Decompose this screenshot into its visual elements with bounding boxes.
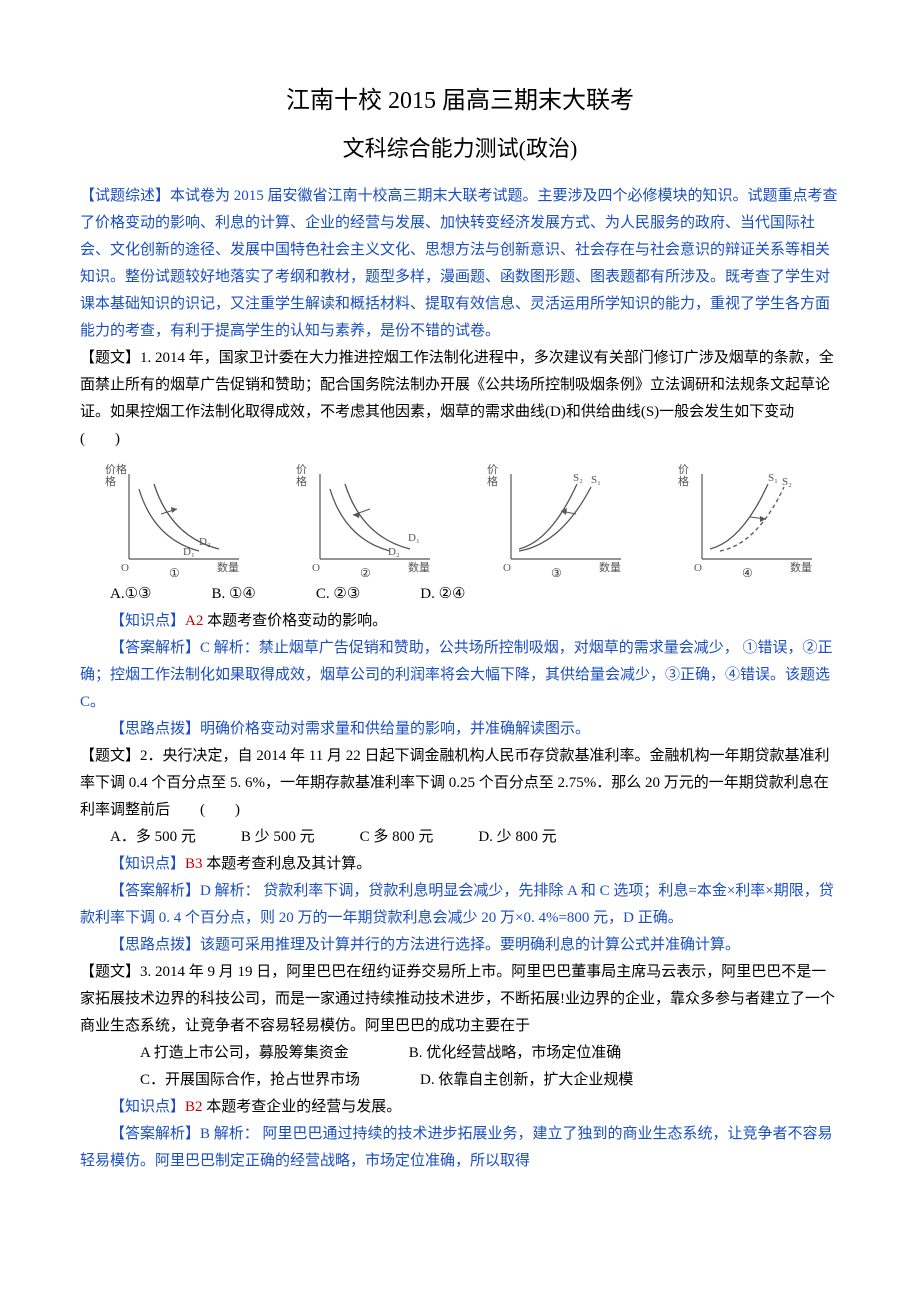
question-label: 【题文】2． xyxy=(80,748,163,764)
knowledge-label: 【知识点】 xyxy=(110,1099,185,1115)
knowledge-label: 【知识点】 xyxy=(110,613,185,629)
exam-summary: 【试题综述】本试卷为 2015 届安徽省江南十校高三期末大联考试题。主要涉及四个… xyxy=(80,183,840,345)
diagram-4: 价 格 O 数量 S₁ S₂ ④ xyxy=(672,459,822,579)
axis-y-label: 价 xyxy=(296,463,307,476)
diagram-number-2: ② xyxy=(360,566,371,579)
curve-label-d1: D₁ xyxy=(183,546,195,558)
origin-label: O xyxy=(503,562,511,574)
q1-stem: 【题文】1. 2014 年，国家卫计委在大力推进控烟工作法制化进程中，多次建议有… xyxy=(80,345,840,453)
origin-label: O xyxy=(121,562,129,574)
hint-label: 【思路点拨】 xyxy=(110,937,200,953)
knowledge-text: 本题考查利息及其计算。 xyxy=(203,856,372,872)
axis-x-label: 数量 xyxy=(217,561,239,574)
q1-knowledge: 【知识点】A2 本题考查价格变动的影响。 xyxy=(80,608,840,635)
knowledge-code: A2 xyxy=(185,613,203,629)
title-sub: 文科综合能力测试(政治) xyxy=(80,129,840,169)
q2-options: A．多 500 元 B 少 500 元 C 多 800 元 D. 少 800 元 xyxy=(80,824,840,851)
analysis-label: 【答案解析】 xyxy=(110,1126,200,1142)
diagram-1: 价格 格 O 数量 D₂ D₁ ① xyxy=(99,459,249,579)
diagram-number-1: ① xyxy=(169,566,180,579)
curve-label-s1: S₁ xyxy=(591,474,601,486)
q3-optC: C．开展国际合作，抢占世界市场 xyxy=(110,1067,360,1094)
axis-y-label-2: 格 xyxy=(487,474,498,488)
axis-y-label: 价格 xyxy=(105,462,127,476)
curve-label-d2: D₂ xyxy=(199,536,211,548)
diagram-3: 价 格 O 数量 S₂ S₁ ③ xyxy=(481,459,631,579)
diagram-2: 价 格 O 数量 D₁ D₂ ② xyxy=(290,459,440,579)
curve-label-s2: S₂ xyxy=(782,476,792,488)
q1-analysis: 【答案解析】C 解析：禁止烟草广告促销和赞助，公共场所控制吸烟，对烟草的需求量会… xyxy=(80,635,840,716)
q3-optA: A 打造上市公司，募股筹集资金 xyxy=(110,1040,349,1067)
axis-y-label: 价 xyxy=(487,463,498,476)
q3-options-row1: A 打造上市公司，募股筹集资金 B. 优化经营战略，市场定位准确 xyxy=(80,1040,840,1067)
q1-text: 2014 年，国家卫计委在大力推进控烟工作法制化进程中，多次建议有关部门修订广涉… xyxy=(80,350,834,447)
axis-x-label: 数量 xyxy=(408,561,430,574)
q3-text: 2014 年 9 月 19 日，阿里巴巴在纽约证券交易所上市。阿里巴巴董事局主席… xyxy=(80,964,835,1034)
axis-y-label-2: 格 xyxy=(105,474,116,488)
q3-knowledge: 【知识点】B2 本题考查企业的经营与发展。 xyxy=(80,1094,840,1121)
knowledge-label: 【知识点】 xyxy=(110,856,185,872)
question-label: 【题文】1. xyxy=(80,350,155,366)
diagram-number-4: ④ xyxy=(742,566,753,579)
q3-options-row2: C．开展国际合作，抢占世界市场 D. 依靠自主创新，扩大企业规模 xyxy=(80,1067,840,1094)
axis-x-label: 数量 xyxy=(790,561,812,574)
axis-y-label: 价 xyxy=(678,463,689,476)
q2-knowledge: 【知识点】B3 本题考查利息及其计算。 xyxy=(80,851,840,878)
title-main: 江南十校 2015 届高三期末大联考 xyxy=(80,80,840,123)
knowledge-text: 本题考查价格变动的影响。 xyxy=(203,613,387,629)
q3-stem: 【题文】3. 2014 年 9 月 19 日，阿里巴巴在纽约证券交易所上市。阿里… xyxy=(80,959,840,1040)
knowledge-text: 本题考查企业的经营与发展。 xyxy=(203,1099,402,1115)
hint-text: 该题可采用推理及计算并行的方法进行选择。要明确利息的计算公式并准确计算。 xyxy=(200,937,740,953)
axis-y-label-2: 格 xyxy=(296,474,307,488)
knowledge-code: B2 xyxy=(185,1099,203,1115)
knowledge-code: B3 xyxy=(185,856,203,872)
q3-analysis: 【答案解析】B 解析： 阿里巴巴通过持续的技术进步拓展业务，建立了独到的商业生态… xyxy=(80,1121,840,1175)
curve-label-d2: D₂ xyxy=(388,546,400,558)
axis-y-label-2: 格 xyxy=(678,474,689,488)
q2-stem: 【题文】2．央行决定，自 2014 年 11 月 22 日起下调金融机构人民币存… xyxy=(80,743,840,824)
q3-optB: B. 优化经营战略，市场定位准确 xyxy=(379,1040,622,1067)
origin-label: O xyxy=(694,562,702,574)
question-label: 【题文】3. xyxy=(80,964,155,980)
curve-label-s2: S₂ xyxy=(573,472,583,484)
curve-label-s1: S₁ xyxy=(768,472,778,484)
q2-hint: 【思路点拨】该题可采用推理及计算并行的方法进行选择。要明确利息的计算公式并准确计… xyxy=(80,932,840,959)
q1-options: A.①③ B. ①④ C. ②③ D. ②④ xyxy=(80,581,840,608)
q2-text: 央行决定，自 2014 年 11 月 22 日起下调金融机构人民币存贷款基准利率… xyxy=(80,748,829,818)
hint-label: 【思路点拨】 xyxy=(110,721,200,737)
origin-label: O xyxy=(312,562,320,574)
q3-optD: D. 依靠自主创新，扩大企业规模 xyxy=(390,1067,633,1094)
q2-analysis: 【答案解析】D 解析： 贷款利率下调，贷款利息明显会减少，先排除 A 和 C 选… xyxy=(80,878,840,932)
q1-diagrams: 价格 格 O 数量 D₂ D₁ ① 价 格 O 数量 D₁ D₂ xyxy=(80,459,840,579)
analysis-label: 【答案解析】 xyxy=(110,883,200,899)
diagram-number-3: ③ xyxy=(551,566,562,579)
analysis-label: 【答案解析】 xyxy=(110,640,200,656)
curve-label-d1: D₁ xyxy=(408,532,420,544)
axis-x-label: 数量 xyxy=(599,561,621,574)
hint-text: 明确价格变动对需求量和供给量的影响，并准确解读图示。 xyxy=(200,721,590,737)
q1-hint: 【思路点拨】明确价格变动对需求量和供给量的影响，并准确解读图示。 xyxy=(80,716,840,743)
